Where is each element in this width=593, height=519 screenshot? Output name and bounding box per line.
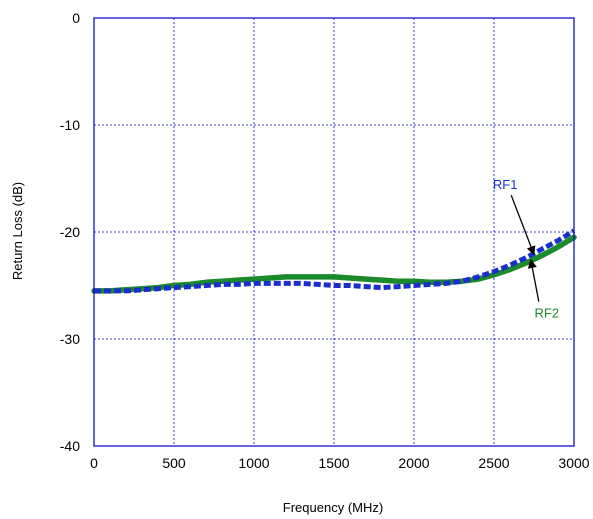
y-tick-label-1: -10 [60,117,80,133]
x-tick-label-1: 500 [162,455,186,471]
data-series [91,228,577,294]
x-tick-label-2: 1000 [238,455,269,471]
y-tick-label-3: -30 [60,331,80,347]
annotation-label-rf1: RF1 [493,177,518,192]
y-tick-label-2: -20 [60,224,80,240]
x-tick-label-6: 3000 [558,455,589,471]
x-tick-label-4: 2000 [398,455,429,471]
series-annotations: RF1 RF2 [493,177,559,320]
x-tick-label-5: 2500 [478,455,509,471]
y-axis-label: Return Loss (dB) [10,182,25,280]
annotation-arrow-rf2 [527,258,540,302]
x-tick-label-3: 1500 [318,455,349,471]
y-tick-label-4: -40 [60,438,80,454]
plot-frame [93,17,575,447]
x-axis-label: Frequency (MHz) [283,500,383,515]
x-tick-label-0: 0 [90,455,98,471]
tick-labels: 0 500 1000 1500 2000 2500 3000 0 -10 -20 -30 -40 [60,10,590,471]
series-line-rf1 [94,228,576,294]
y-tick-label-0: 0 [72,10,80,26]
annotation-arrow-rf1 [510,194,536,256]
annotation-label-rf2: RF2 [535,306,560,321]
grid-lines [94,18,574,446]
